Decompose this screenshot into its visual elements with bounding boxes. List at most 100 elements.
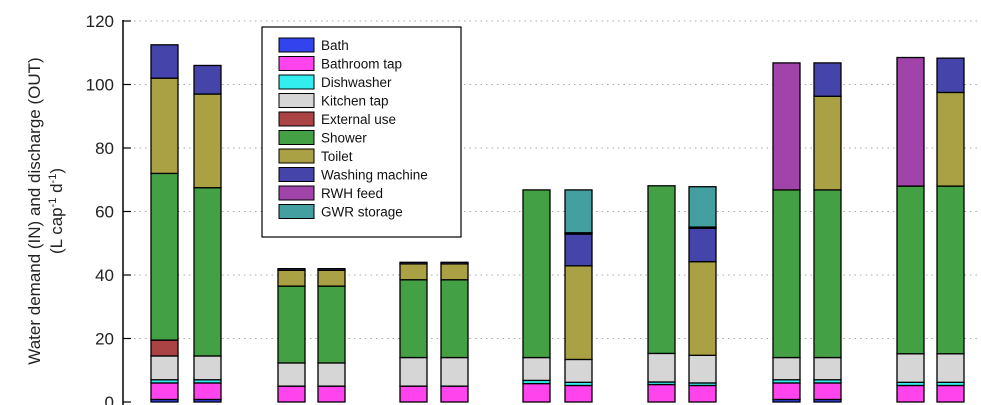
bar-2-segment-kitchen-tap (193, 355, 222, 381)
bar-6-segment-kitchen-tap (440, 356, 469, 387)
bar-12-segment-toilet (813, 95, 842, 191)
bar-7-segment-bathroom-tap (522, 382, 551, 403)
legend-label-kitchen-tap: Kitchen tap (321, 94, 389, 109)
bar-4-segment-shower (317, 285, 346, 364)
bar-3-segment-bathroom-tap (277, 385, 306, 403)
y-axis-units: (L cap-1 d-1) (47, 168, 66, 254)
legend-label-external-use: External use (321, 112, 396, 127)
bar-3-segment-kitchen-tap (277, 362, 306, 387)
bar-13-segment-shower (896, 185, 925, 355)
bar-11 (772, 62, 801, 403)
bar-7-segment-shower (522, 189, 551, 359)
bar-10-segment-washing-machine (688, 227, 717, 263)
bar-11-segment-kitchen-tap (772, 356, 801, 381)
legend-swatch-washing-machine (278, 167, 315, 182)
bar-3 (277, 267, 306, 403)
bar-12-segment-shower (813, 189, 842, 359)
bar-5-segment-bathroom-tap (399, 385, 428, 403)
bar-4-segment-bathroom-tap (317, 385, 346, 403)
bar-12-segment-kitchen-tap (813, 356, 842, 381)
legend-label-shower: Shower (321, 131, 367, 146)
bar-14 (936, 57, 965, 403)
bar-10-segment-toilet (688, 261, 717, 356)
y-tick-label-40: 40 (95, 266, 114, 285)
bar-1-segment-washing-machine (150, 44, 179, 79)
bar-9 (647, 185, 676, 403)
bar-5 (399, 261, 428, 403)
bar-11-segment-rwh-feed (772, 62, 801, 191)
bar-1-segment-kitchen-tap (150, 355, 179, 381)
bar-8-segment-kitchen-tap (564, 358, 593, 383)
bar-10 (688, 186, 717, 403)
bar-5-segment-kitchen-tap (399, 356, 428, 387)
legend-swatch-toilet (278, 148, 315, 164)
legend-swatch-kitchen-tap (278, 93, 315, 108)
y-ticks: 0 20 40 60 80 100 120 (86, 12, 131, 405)
legend-swatch-bath (278, 37, 315, 53)
bar-2-segment-shower (193, 187, 222, 357)
y-tick-label-0: 0 (105, 393, 114, 405)
bar-10-segment-bathroom-tap (688, 384, 717, 403)
legend-label-rwh-feed: RWH feed (321, 186, 383, 201)
bar-13-segment-bathroom-tap (896, 384, 925, 403)
y-tick-label-120: 120 (86, 12, 114, 31)
bar-6 (440, 261, 469, 403)
bar-8 (564, 189, 593, 403)
legend-label-toilet: Toilet (321, 149, 353, 164)
bar-3-segment-toilet (277, 269, 306, 287)
bar-10-segment-gwr-storage (688, 186, 717, 228)
bar-8-segment-gwr-storage (564, 189, 593, 234)
bar-4-segment-toilet (317, 269, 346, 287)
bar-13 (896, 56, 925, 403)
legend-swatch-external-use (278, 111, 315, 127)
bar-2-segment-washing-machine (193, 64, 222, 95)
bar-5-segment-shower (399, 279, 428, 359)
bar-13-segment-rwh-feed (896, 56, 925, 187)
y-tick-label-80: 80 (95, 139, 114, 158)
bar-14-segment-bathroom-tap (936, 384, 965, 403)
bar-11-segment-bathroom-tap (772, 382, 801, 401)
legend-label-dishwasher: Dishwasher (321, 75, 392, 90)
y-axis-title: Water demand (IN) and discharge (OUT) (25, 57, 44, 364)
bar-8-segment-bathroom-tap (564, 384, 593, 403)
legend-label-bathroom-tap: Bathroom tap (321, 57, 402, 72)
legend-swatch-bathroom-tap (278, 56, 315, 71)
legend-label-washing-machine: Washing machine (321, 168, 428, 183)
legend-label-bath: Bath (321, 38, 349, 53)
legend-swatch-gwr-storage (278, 204, 315, 219)
bar-11-segment-shower (772, 189, 801, 359)
bar-9-segment-shower (647, 185, 676, 355)
y-tick-label-60: 60 (95, 203, 114, 222)
bar-4-segment-washing-machine (317, 267, 346, 271)
bar-9-segment-kitchen-tap (647, 352, 676, 383)
bar-12-segment-bathroom-tap (813, 382, 842, 401)
bar-6-segment-washing-machine (440, 261, 469, 265)
bar-8-segment-washing-machine (564, 233, 593, 267)
bar-7-segment-kitchen-tap (522, 356, 551, 382)
y-tick-label-100: 100 (86, 76, 114, 95)
bar-1-segment-bathroom-tap (150, 382, 179, 401)
bar-4-segment-kitchen-tap (317, 362, 346, 387)
bar-9-segment-bathroom-tap (647, 383, 676, 403)
bar-14-segment-shower (936, 185, 965, 355)
bar-2 (193, 64, 222, 403)
bar-2-segment-bathroom-tap (193, 382, 222, 401)
bar-2-segment-toilet (193, 93, 222, 189)
bar-6-segment-bathroom-tap (440, 385, 469, 403)
bar-12 (813, 62, 842, 403)
bar-5-segment-toilet (399, 263, 428, 281)
bar-14-segment-toilet (936, 91, 965, 187)
bar-12-segment-washing-machine (813, 62, 842, 97)
bar-3-segment-shower (277, 285, 306, 364)
legend-swatch-shower (278, 130, 315, 145)
bar-1-segment-shower (150, 172, 179, 341)
bar-5-segment-washing-machine (399, 261, 428, 265)
bar-1-segment-toilet (150, 77, 179, 175)
bar-1-segment-external-use (150, 339, 179, 357)
legend-swatch-dishwasher (278, 74, 315, 90)
bar-1 (150, 44, 179, 403)
bar-7 (522, 189, 551, 403)
bar-14-segment-kitchen-tap (936, 353, 965, 383)
bar-10-segment-kitchen-tap (688, 354, 717, 384)
